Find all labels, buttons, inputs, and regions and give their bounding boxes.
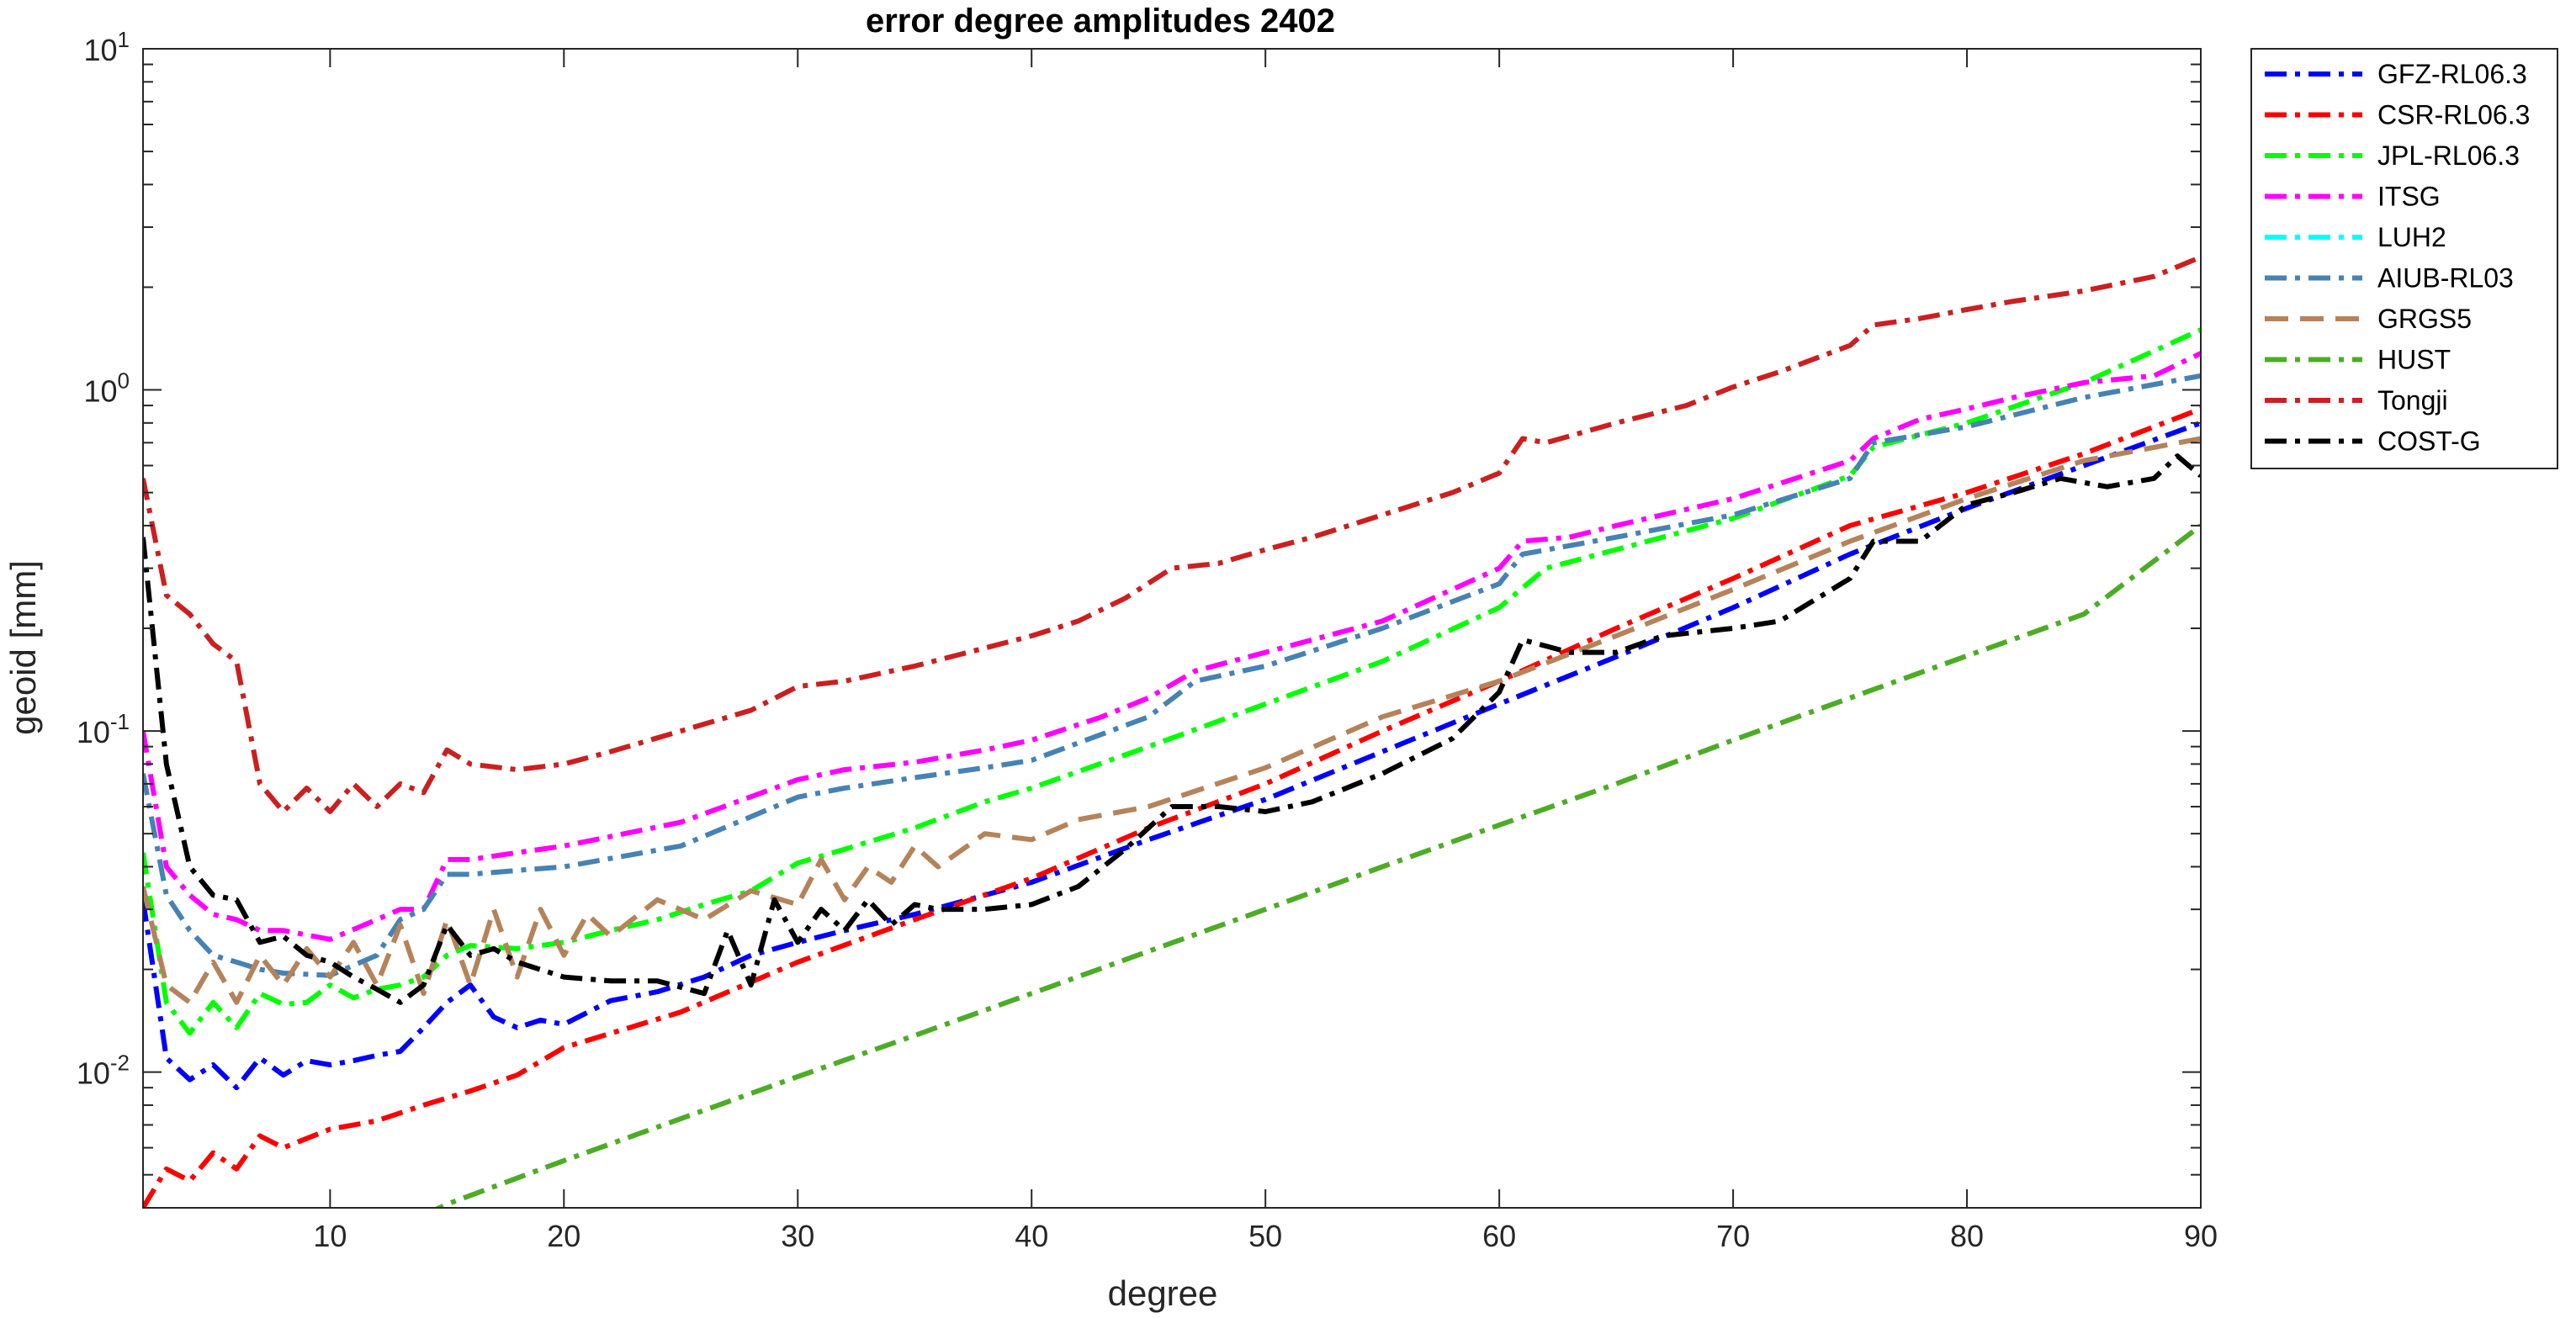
legend-label-5: AIUB-RL03 <box>2377 263 2514 294</box>
series-line-7 <box>433 523 2201 1208</box>
legend-label-3: ITSG <box>2377 182 2441 212</box>
legend-label-0: GFZ-RL06.3 <box>2377 59 2527 89</box>
legend: GFZ-RL06.3 CSR-RL06.3 JPL-RL06.3 ITSG LUH2 AI… <box>2250 48 2558 469</box>
series-layer <box>143 254 2201 1208</box>
y-tick-label: 100 <box>83 368 130 409</box>
y-tick-base: 10 <box>83 33 117 67</box>
series-line-3 <box>143 351 2201 942</box>
y-tick-base: 10 <box>83 374 117 409</box>
y-tick-base: 10 <box>77 715 110 749</box>
x-tick-label: 20 <box>547 1219 580 1253</box>
x-tick-label: 80 <box>1950 1219 1984 1253</box>
series-line-8 <box>143 254 2201 814</box>
x-axis-label: degree <box>1108 1273 1218 1313</box>
legend-label-2: JPL-RL06.3 <box>2377 140 2520 171</box>
y-tick-exponent: -1 <box>110 709 130 734</box>
y-tick-label: 10-2 <box>77 1051 130 1091</box>
x-tick-label: 10 <box>313 1219 347 1253</box>
x-tick-label: 90 <box>2184 1219 2218 1253</box>
series-line-6 <box>143 436 2201 1005</box>
x-tick-label: 40 <box>1015 1219 1048 1253</box>
legend-box <box>2250 48 2558 469</box>
y-tick-exponent: 0 <box>118 368 130 394</box>
series-line-9 <box>143 453 2201 1005</box>
legend-label-7: HUST <box>2377 345 2451 375</box>
legend-label-9: COST-G <box>2377 426 2481 457</box>
y-tick-label: 10-1 <box>77 709 130 749</box>
legend-label-6: GRGS5 <box>2377 304 2472 334</box>
x-tick-label: 60 <box>1482 1219 1516 1253</box>
chart-title: error degree amplitudes 2402 <box>866 3 1335 40</box>
legend-label-4: LUH2 <box>2377 222 2446 252</box>
series-line-1 <box>143 406 2201 1208</box>
y-tick-label: 101 <box>83 27 130 67</box>
x-tick-label: 50 <box>1248 1219 1282 1253</box>
legend-label-8: Tongji <box>2377 385 2448 416</box>
legend-label-1: CSR-RL06.3 <box>2377 100 2530 130</box>
series-line-0 <box>143 420 2201 1091</box>
y-tick-base: 10 <box>77 1056 110 1091</box>
y-axis-label: geoid [mm] <box>3 560 43 735</box>
y-tick-exponent: -2 <box>110 1051 130 1076</box>
y-tick-exponent: 1 <box>118 27 130 52</box>
x-tick-label: 30 <box>781 1219 814 1253</box>
x-axis: 10 20 30 40 50 60 70 80 90 <box>313 49 2218 1253</box>
x-tick-label: 70 <box>1716 1219 1750 1253</box>
